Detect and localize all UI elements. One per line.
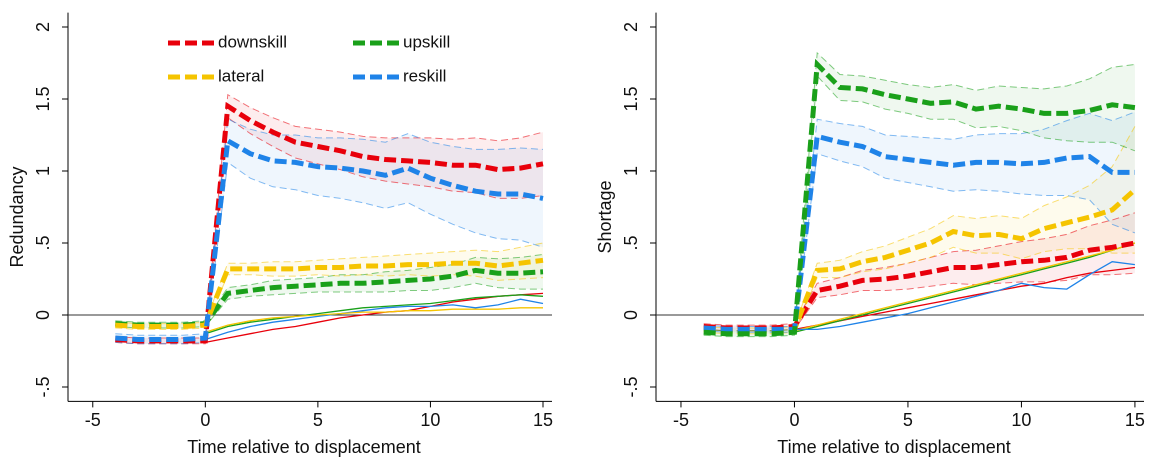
x-tick-label: 10 [420,410,440,430]
thin-line [205,292,544,344]
ci-line [115,161,544,345]
series-line [703,58,1136,337]
x-tick-label: 5 [903,410,913,430]
thin-line [794,242,1136,332]
x-tick-label: 0 [200,410,210,430]
x-axis-label: Time relative to displacement [187,437,420,457]
ci-line [115,254,544,323]
thin-line [794,261,1135,331]
x-tick-label: 0 [789,410,799,430]
series-line [115,257,544,329]
x-tick-label: 15 [1125,410,1145,430]
x-tick-label: -5 [673,410,689,430]
x-tick-label: 15 [533,410,553,430]
ci-band [115,119,544,344]
legend-label: reskill [403,66,446,85]
thin-line [205,307,543,333]
y-tick-label: 1.5 [621,86,641,111]
legend-label: upskill [403,32,450,51]
y-axis-label: Redundancy [7,166,27,267]
ci-line [115,274,544,330]
y-tick-label: 1 [621,166,641,176]
x-tick-label: 10 [1011,410,1031,430]
ci-line [703,212,1136,326]
legend-label: lateral [218,66,264,85]
y-tick-label: 1.5 [33,86,53,111]
y-tick-label: -.5 [33,376,53,397]
y-tick-label: 0 [621,310,641,320]
ci-band [703,112,1135,333]
series-line [115,136,544,342]
x-tick-label: 5 [313,410,323,430]
ci-line [115,118,544,336]
y-tick-label: .5 [621,235,641,250]
x-tick-label: -5 [85,410,101,430]
y-tick-label: 2 [33,22,53,32]
panel: -.5 0 .5 1 1.5 2 -5 0 5 10 15 Time relative to disp… [595,12,1145,457]
y-tick-label: 2 [621,22,641,32]
ci-band [115,254,544,328]
series-line [703,133,1135,332]
y-tick-label: 1 [33,166,53,176]
y-tick-label: 0 [33,310,53,320]
thin-line [205,298,544,341]
x-axis-label: Time relative to displacement [777,437,1010,457]
thin-line [794,242,1136,333]
y-tick-label: -.5 [621,376,641,397]
ci-line [703,74,1136,338]
thin-line [794,266,1135,331]
thin-line [205,294,544,335]
y-axis-label: Shortage [595,180,615,253]
panel: -.5 0 .5 1 1.5 2 -5 0 5 10 15 Time relative to disp… [7,12,553,457]
y-tick-label: .5 [33,235,53,250]
legend-label: downskill [218,32,287,51]
